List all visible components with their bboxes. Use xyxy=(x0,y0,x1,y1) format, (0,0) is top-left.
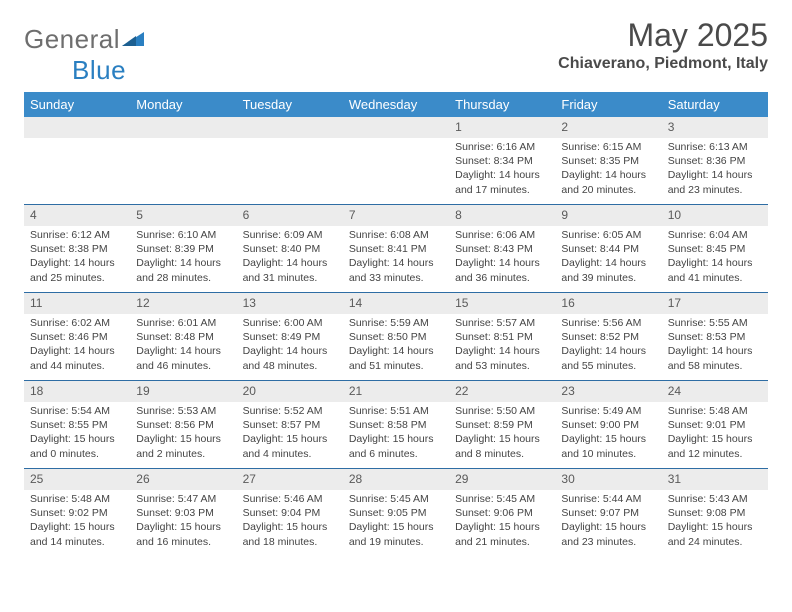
dow-sat: Saturday xyxy=(662,92,768,117)
day-content-row: Sunrise: 6:02 AMSunset: 8:46 PMDaylight:… xyxy=(24,314,768,381)
day-number-cell: 20 xyxy=(237,381,343,402)
logo-triangle-icon xyxy=(122,30,144,46)
day-content-row: Sunrise: 5:48 AMSunset: 9:02 PMDaylight:… xyxy=(24,490,768,556)
day-content-cell: Sunrise: 5:57 AMSunset: 8:51 PMDaylight:… xyxy=(449,314,555,381)
day-number-cell: 21 xyxy=(343,381,449,402)
brand-part1: General xyxy=(24,24,120,54)
day-number-cell: 17 xyxy=(662,293,768,314)
day-number-cell: 15 xyxy=(449,293,555,314)
day-number-cell: 30 xyxy=(555,469,661,490)
day-number-cell: 14 xyxy=(343,293,449,314)
day-content-cell: Sunrise: 5:46 AMSunset: 9:04 PMDaylight:… xyxy=(237,490,343,556)
day-content-cell: Sunrise: 5:50 AMSunset: 8:59 PMDaylight:… xyxy=(449,402,555,469)
day-number-cell xyxy=(130,117,236,138)
dow-sun: Sunday xyxy=(24,92,130,117)
day-content-cell: Sunrise: 6:02 AMSunset: 8:46 PMDaylight:… xyxy=(24,314,130,381)
day-number-cell: 2 xyxy=(555,117,661,138)
day-content-cell: Sunrise: 6:09 AMSunset: 8:40 PMDaylight:… xyxy=(237,226,343,293)
day-content-cell xyxy=(130,138,236,205)
day-content-cell xyxy=(237,138,343,205)
day-content-cell: Sunrise: 5:45 AMSunset: 9:05 PMDaylight:… xyxy=(343,490,449,556)
day-number-cell: 24 xyxy=(662,381,768,402)
day-content-cell: Sunrise: 5:48 AMSunset: 9:02 PMDaylight:… xyxy=(24,490,130,556)
day-content-cell xyxy=(24,138,130,205)
day-content-cell: Sunrise: 5:48 AMSunset: 9:01 PMDaylight:… xyxy=(662,402,768,469)
day-number-cell: 31 xyxy=(662,469,768,490)
dow-mon: Monday xyxy=(130,92,236,117)
day-number-cell xyxy=(343,117,449,138)
day-content-cell: Sunrise: 5:53 AMSunset: 8:56 PMDaylight:… xyxy=(130,402,236,469)
day-number-cell: 26 xyxy=(130,469,236,490)
day-number-cell: 6 xyxy=(237,205,343,226)
calendar-table: Sunday Monday Tuesday Wednesday Thursday… xyxy=(24,92,768,556)
day-number-cell: 4 xyxy=(24,205,130,226)
day-number-cell: 23 xyxy=(555,381,661,402)
day-number-cell: 5 xyxy=(130,205,236,226)
day-number-cell: 7 xyxy=(343,205,449,226)
day-number-cell: 13 xyxy=(237,293,343,314)
brand-part2: Blue xyxy=(72,55,126,85)
day-content-cell: Sunrise: 6:01 AMSunset: 8:48 PMDaylight:… xyxy=(130,314,236,381)
brand-logo: General Blue xyxy=(24,24,144,86)
day-number-cell xyxy=(24,117,130,138)
day-number-cell: 19 xyxy=(130,381,236,402)
dow-fri: Friday xyxy=(555,92,661,117)
day-content-cell: Sunrise: 6:08 AMSunset: 8:41 PMDaylight:… xyxy=(343,226,449,293)
day-content-cell: Sunrise: 6:04 AMSunset: 8:45 PMDaylight:… xyxy=(662,226,768,293)
day-number-cell: 28 xyxy=(343,469,449,490)
day-number-cell: 16 xyxy=(555,293,661,314)
day-content-cell: Sunrise: 5:54 AMSunset: 8:55 PMDaylight:… xyxy=(24,402,130,469)
day-content-cell: Sunrise: 6:00 AMSunset: 8:49 PMDaylight:… xyxy=(237,314,343,381)
day-number-row: 25262728293031 xyxy=(24,469,768,490)
day-content-cell: Sunrise: 6:10 AMSunset: 8:39 PMDaylight:… xyxy=(130,226,236,293)
day-content-cell: Sunrise: 6:05 AMSunset: 8:44 PMDaylight:… xyxy=(555,226,661,293)
day-content-cell: Sunrise: 5:44 AMSunset: 9:07 PMDaylight:… xyxy=(555,490,661,556)
day-number-cell: 12 xyxy=(130,293,236,314)
day-content-cell: Sunrise: 6:16 AMSunset: 8:34 PMDaylight:… xyxy=(449,138,555,205)
day-content-row: Sunrise: 5:54 AMSunset: 8:55 PMDaylight:… xyxy=(24,402,768,469)
day-number-row: 11121314151617 xyxy=(24,293,768,314)
day-number-row: 18192021222324 xyxy=(24,381,768,402)
day-content-cell: Sunrise: 5:55 AMSunset: 8:53 PMDaylight:… xyxy=(662,314,768,381)
day-content-cell: Sunrise: 5:47 AMSunset: 9:03 PMDaylight:… xyxy=(130,490,236,556)
day-number-row: 123 xyxy=(24,117,768,138)
dow-wed: Wednesday xyxy=(343,92,449,117)
day-number-row: 45678910 xyxy=(24,205,768,226)
day-content-cell: Sunrise: 5:51 AMSunset: 8:58 PMDaylight:… xyxy=(343,402,449,469)
day-number-cell: 27 xyxy=(237,469,343,490)
day-content-cell: Sunrise: 5:52 AMSunset: 8:57 PMDaylight:… xyxy=(237,402,343,469)
day-content-cell: Sunrise: 5:43 AMSunset: 9:08 PMDaylight:… xyxy=(662,490,768,556)
day-number-cell: 3 xyxy=(662,117,768,138)
day-number-cell: 22 xyxy=(449,381,555,402)
day-number-cell: 25 xyxy=(24,469,130,490)
day-number-cell: 8 xyxy=(449,205,555,226)
day-of-week-header: Sunday Monday Tuesday Wednesday Thursday… xyxy=(24,92,768,117)
day-content-cell xyxy=(343,138,449,205)
day-content-cell: Sunrise: 6:06 AMSunset: 8:43 PMDaylight:… xyxy=(449,226,555,293)
day-number-cell: 18 xyxy=(24,381,130,402)
day-content-row: Sunrise: 6:12 AMSunset: 8:38 PMDaylight:… xyxy=(24,226,768,293)
day-number-cell xyxy=(237,117,343,138)
location-subtitle: Chiaverano, Piedmont, Italy xyxy=(558,55,768,73)
day-content-cell: Sunrise: 5:56 AMSunset: 8:52 PMDaylight:… xyxy=(555,314,661,381)
day-content-cell: Sunrise: 6:15 AMSunset: 8:35 PMDaylight:… xyxy=(555,138,661,205)
day-content-cell: Sunrise: 6:13 AMSunset: 8:36 PMDaylight:… xyxy=(662,138,768,205)
dow-thu: Thursday xyxy=(449,92,555,117)
day-number-cell: 29 xyxy=(449,469,555,490)
day-content-cell: Sunrise: 6:12 AMSunset: 8:38 PMDaylight:… xyxy=(24,226,130,293)
day-content-cell: Sunrise: 5:49 AMSunset: 9:00 PMDaylight:… xyxy=(555,402,661,469)
day-number-cell: 10 xyxy=(662,205,768,226)
dow-tue: Tuesday xyxy=(237,92,343,117)
day-content-cell: Sunrise: 5:45 AMSunset: 9:06 PMDaylight:… xyxy=(449,490,555,556)
day-number-cell: 9 xyxy=(555,205,661,226)
day-number-cell: 11 xyxy=(24,293,130,314)
day-content-cell: Sunrise: 5:59 AMSunset: 8:50 PMDaylight:… xyxy=(343,314,449,381)
month-title: May 2025 xyxy=(558,18,768,53)
day-content-row: Sunrise: 6:16 AMSunset: 8:34 PMDaylight:… xyxy=(24,138,768,205)
day-number-cell: 1 xyxy=(449,117,555,138)
